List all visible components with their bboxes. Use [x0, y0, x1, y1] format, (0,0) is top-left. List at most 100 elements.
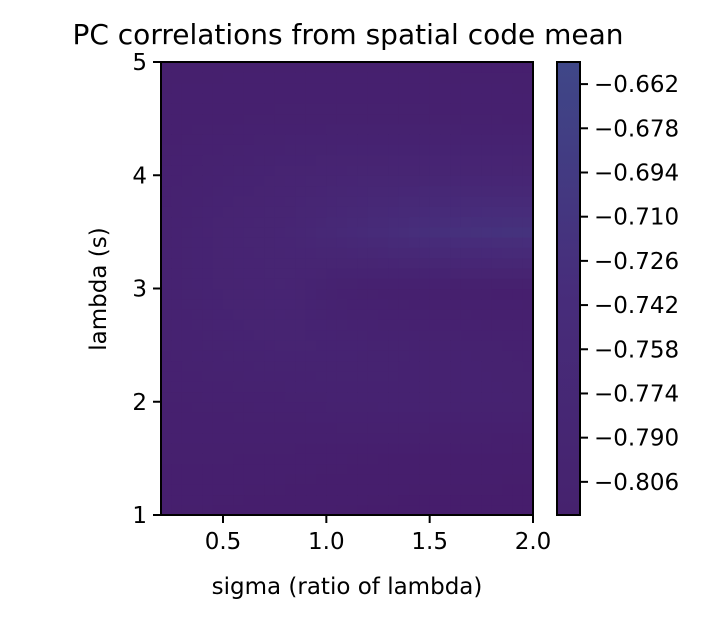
heatmap-cell [471, 247, 482, 259]
heatmap-cell [419, 329, 431, 341]
heatmap-cell [367, 339, 379, 351]
heatmap-cell [171, 164, 183, 176]
heatmap-cell [192, 329, 203, 341]
heatmap-cell [378, 267, 389, 279]
heatmap-cell [202, 350, 214, 362]
heatmap-cell [471, 144, 482, 156]
heatmap-cell [316, 319, 327, 331]
heatmap-cell [295, 432, 307, 444]
heatmap-cell [419, 206, 431, 218]
heatmap-cell [398, 504, 410, 515]
heatmap-cell [192, 278, 203, 290]
colorbar-tick-label: −0.742 [594, 293, 679, 319]
heatmap-cell [181, 195, 193, 207]
heatmap-cell [336, 391, 348, 403]
heatmap-cell [295, 401, 307, 413]
heatmap-cell [285, 329, 296, 341]
heatmap-cell [440, 82, 451, 94]
heatmap-cell [398, 309, 410, 320]
heatmap-cell [409, 154, 420, 166]
heatmap-cell [264, 391, 276, 403]
heatmap-cell [254, 453, 265, 465]
heatmap-cell [398, 298, 410, 310]
heatmap-cell [419, 278, 431, 290]
heatmap-cell [409, 195, 420, 207]
heatmap-cell [171, 298, 183, 310]
heatmap-cell [254, 134, 265, 145]
heatmap-cell [264, 432, 276, 444]
heatmap-cell [460, 350, 472, 362]
heatmap-cell [367, 288, 379, 300]
heatmap-cell [295, 237, 307, 248]
heatmap-cell [460, 134, 472, 145]
heatmap-cell [450, 113, 462, 125]
heatmap-cell [181, 484, 193, 496]
heatmap-cell [254, 123, 265, 135]
heatmap-cell [264, 113, 276, 125]
heatmap-cell [440, 72, 451, 84]
heatmap-cell [440, 463, 451, 475]
heatmap-cell [409, 92, 420, 104]
heatmap-cell [357, 226, 369, 238]
heatmap-cell [233, 432, 245, 444]
heatmap-cell [512, 134, 524, 145]
heatmap-cell [481, 257, 493, 269]
heatmap-cell [460, 484, 472, 496]
heatmap-cell [295, 504, 307, 515]
heatmap-cell [161, 432, 172, 444]
heatmap-cell [367, 175, 379, 187]
heatmap-cell [491, 370, 503, 382]
heatmap-cell [512, 92, 524, 104]
heatmap-cell [305, 370, 317, 382]
heatmap-cell [171, 329, 183, 341]
heatmap-cell [264, 370, 276, 382]
heatmap-cell [502, 381, 513, 393]
heatmap-cell [409, 391, 420, 403]
heatmap-cell [357, 195, 369, 207]
heatmap-cell [440, 401, 451, 413]
heatmap-cell [347, 257, 358, 269]
heatmap-cell [429, 113, 441, 125]
heatmap-cell [388, 401, 400, 413]
heatmap-cell [378, 195, 389, 207]
heatmap-cell [471, 381, 482, 393]
heatmap-cell [512, 72, 524, 84]
heatmap-cell [336, 247, 348, 259]
heatmap-cell [274, 164, 286, 176]
heatmap-cell [274, 154, 286, 166]
heatmap-cell [471, 288, 482, 300]
heatmap-cell [161, 412, 172, 423]
heatmap-cell [502, 391, 513, 403]
heatmap-cell [357, 72, 369, 84]
heatmap-cell [243, 309, 255, 320]
heatmap-cell [285, 195, 296, 207]
heatmap-cell [171, 432, 183, 444]
heatmap-cell [419, 442, 431, 454]
heatmap-cell [336, 442, 348, 454]
heatmap-cell [233, 504, 245, 515]
heatmap-cell [316, 206, 327, 218]
heatmap-cell [429, 267, 441, 279]
heatmap-cell [212, 278, 224, 290]
heatmap-cell [305, 298, 317, 310]
heatmap-cell [326, 226, 338, 238]
heatmap-cell [388, 237, 400, 248]
heatmap-cell [398, 432, 410, 444]
heatmap-cell [274, 72, 286, 84]
heatmap-cell [429, 319, 441, 331]
heatmap-cell [450, 257, 462, 269]
heatmap-cell [305, 144, 317, 156]
heatmap-cell [367, 360, 379, 372]
heatmap-cell [429, 144, 441, 156]
heatmap-cell [388, 370, 400, 382]
heatmap-cell [378, 62, 389, 73]
heatmap-cell [491, 154, 503, 166]
heatmap-cell [212, 175, 224, 187]
heatmap-cell [326, 442, 338, 454]
heatmap-cell [388, 463, 400, 475]
heatmap-cell [367, 226, 379, 238]
heatmap-cell [233, 164, 245, 176]
heatmap-cell [274, 206, 286, 218]
heatmap-cell [367, 123, 379, 135]
